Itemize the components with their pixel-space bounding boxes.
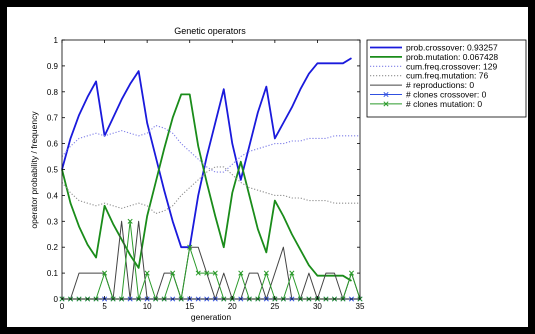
chart-title: Genetic operators	[174, 26, 246, 36]
legend-item-1: prob.mutation: 0.067428	[370, 52, 498, 62]
y-tick-label: 0.9	[47, 62, 59, 71]
x-tick-label: 15	[185, 302, 194, 311]
legend-item-4: # reproductions: 0	[370, 80, 474, 90]
x-tick-label: 35	[356, 302, 365, 311]
series-6-point	[195, 270, 201, 276]
y-tick-label: 0.7	[47, 114, 59, 123]
x-tick-label: 30	[313, 302, 322, 311]
series-0	[61, 57, 352, 249]
x-tick-label: 10	[143, 302, 152, 311]
y-tick-label: 1	[54, 36, 59, 45]
series-2	[61, 124, 360, 173]
legend-item-5: # clones crossover: 0	[370, 90, 487, 100]
series-6-point	[348, 270, 355, 276]
legend-label: prob.crossover: 0.93257	[406, 43, 498, 53]
series-6-point	[238, 270, 244, 276]
legend-label: cum.freq.crossover: 129	[406, 61, 497, 71]
legend-marker	[383, 91, 389, 98]
plot-background	[62, 40, 360, 299]
axes-layer: 0 5 10 15 20 25 30 35 0 0.1 0.2 0.3 0.4 0.5 0.6 0.7 0.8 0…	[47, 36, 365, 311]
legend-label: prob.mutation: 0.067428	[406, 52, 498, 62]
legend-label: # clones mutation: 0	[406, 99, 482, 109]
series-line-2	[61, 124, 360, 173]
y-tick-label: 0.5	[47, 166, 59, 175]
legend-item-6: # clones mutation: 0	[370, 99, 482, 109]
series-line-3	[61, 166, 360, 215]
legend-label: cum.freq.mutation: 76	[406, 71, 488, 81]
legend-label: # reproductions: 0	[406, 80, 474, 90]
series-6-point	[144, 270, 150, 276]
x-axis-label: generation	[191, 312, 231, 322]
y-tick-label: 0.4	[47, 191, 59, 200]
y-tick-label: 0	[54, 295, 59, 304]
legend-label: # clones crossover: 0	[406, 90, 487, 100]
series-1	[61, 93, 352, 282]
series-line-0	[61, 57, 352, 249]
series-6-point	[102, 270, 108, 276]
series-6-point	[263, 270, 269, 276]
plot-area	[62, 40, 360, 299]
x-tick-label: 5	[102, 302, 107, 311]
y-tick-label: 0.1	[47, 269, 59, 278]
series-6-point	[170, 270, 176, 276]
series-6-point	[204, 270, 210, 276]
series-6-point	[289, 270, 295, 276]
y-tick-label: 0.3	[47, 217, 59, 226]
y-tick-label: 0.8	[47, 88, 59, 97]
y-tick-label: 0.2	[47, 243, 59, 252]
series-3	[61, 166, 360, 215]
legend-item-2: cum.freq.crossover: 129	[370, 61, 497, 71]
series-6-point	[187, 244, 193, 250]
legend-item-3: cum.freq.mutation: 76	[370, 71, 488, 81]
legend-marker	[383, 101, 389, 107]
x-tick-label: 25	[270, 302, 279, 311]
series-line-1	[61, 93, 352, 282]
series-6-point	[127, 218, 133, 224]
y-tick-label: 0.6	[47, 140, 59, 149]
series-6-point	[212, 270, 218, 276]
y-axis-label: operator probability / frequency	[29, 111, 39, 229]
x-tick-label: 0	[60, 302, 65, 311]
x-tick-label: 20	[228, 302, 237, 311]
legend-item-0: prob.crossover: 0.93257	[370, 43, 498, 53]
